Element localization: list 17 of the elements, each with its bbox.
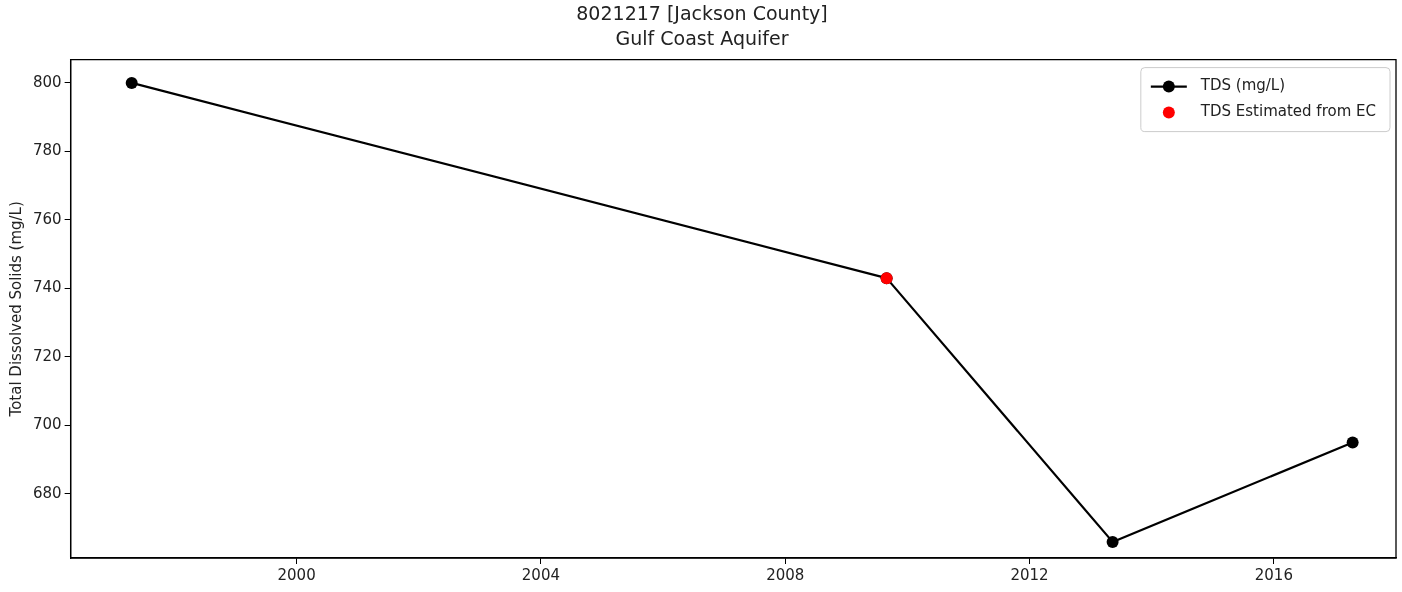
y-tick-label: 760 xyxy=(32,209,62,228)
chart-subtitle: Gulf Coast Aquifer xyxy=(615,27,789,50)
y-tick-label: 780 xyxy=(32,141,62,160)
y-tick-label: 800 xyxy=(32,72,62,91)
legend-label: TDS Estimated from EC xyxy=(1199,102,1377,121)
x-tick-label: 2008 xyxy=(766,565,805,584)
x-tick-label: 2012 xyxy=(1010,565,1049,584)
y-axis-title: Total Dissolved Solids (mg/L) xyxy=(6,201,25,418)
legend-label: TDS (mg/L) xyxy=(1199,76,1286,95)
y-tick-label: 680 xyxy=(32,483,62,502)
y-tick-label: 720 xyxy=(32,346,62,365)
x-tick-label: 2004 xyxy=(521,565,561,584)
chart-title: 8021217 [Jackson County] xyxy=(576,2,828,25)
x-tick-label: 2000 xyxy=(277,565,316,584)
y-tick-label: 740 xyxy=(32,278,62,297)
y-tick-label: 700 xyxy=(32,415,62,434)
x-tick-label: 2016 xyxy=(1254,565,1293,584)
